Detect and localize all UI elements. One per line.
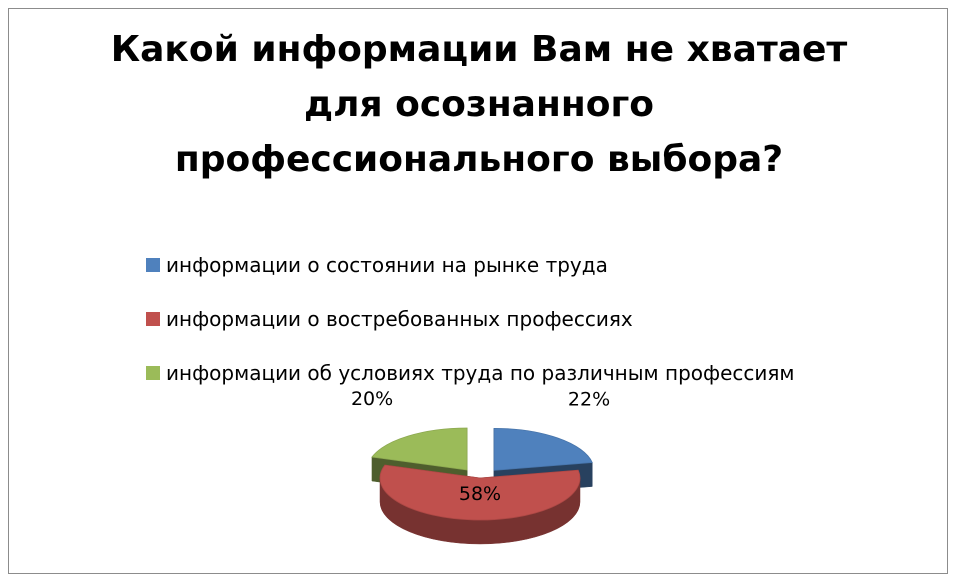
chart-title: Какой информации Вам не хватает для осоз… [110, 29, 848, 180]
legend-item-working-conditions: информации об условиях труда по различны… [146, 346, 906, 400]
pie-slice-1 [379, 464, 581, 521]
chart-legend: информации о состоянии на рынке труда ин… [146, 238, 906, 400]
data-label-0: 22% [568, 388, 610, 410]
data-label-2: 20% [351, 388, 393, 410]
legend-item-labor-market: информации о состоянии на рынке труда [146, 238, 906, 292]
data-label-1: 58% [459, 483, 501, 505]
pie-slice-0 [493, 427, 593, 471]
legend-swatch-green [146, 366, 160, 380]
legend-item-demanded-professions: информации о востребованных профессиях [146, 292, 906, 346]
legend-swatch-blue [146, 258, 160, 272]
pie-tops [371, 427, 593, 521]
legend-label: информации об условиях труда по различны… [166, 361, 795, 385]
legend-label: информации о востребованных профессиях [166, 307, 633, 331]
legend-swatch-red [146, 312, 160, 326]
pie-slice-2 [371, 427, 468, 471]
pie-labels: 22% 58% 20% [351, 388, 610, 505]
legend-label: информации о состоянии на рынке труда [166, 253, 608, 277]
